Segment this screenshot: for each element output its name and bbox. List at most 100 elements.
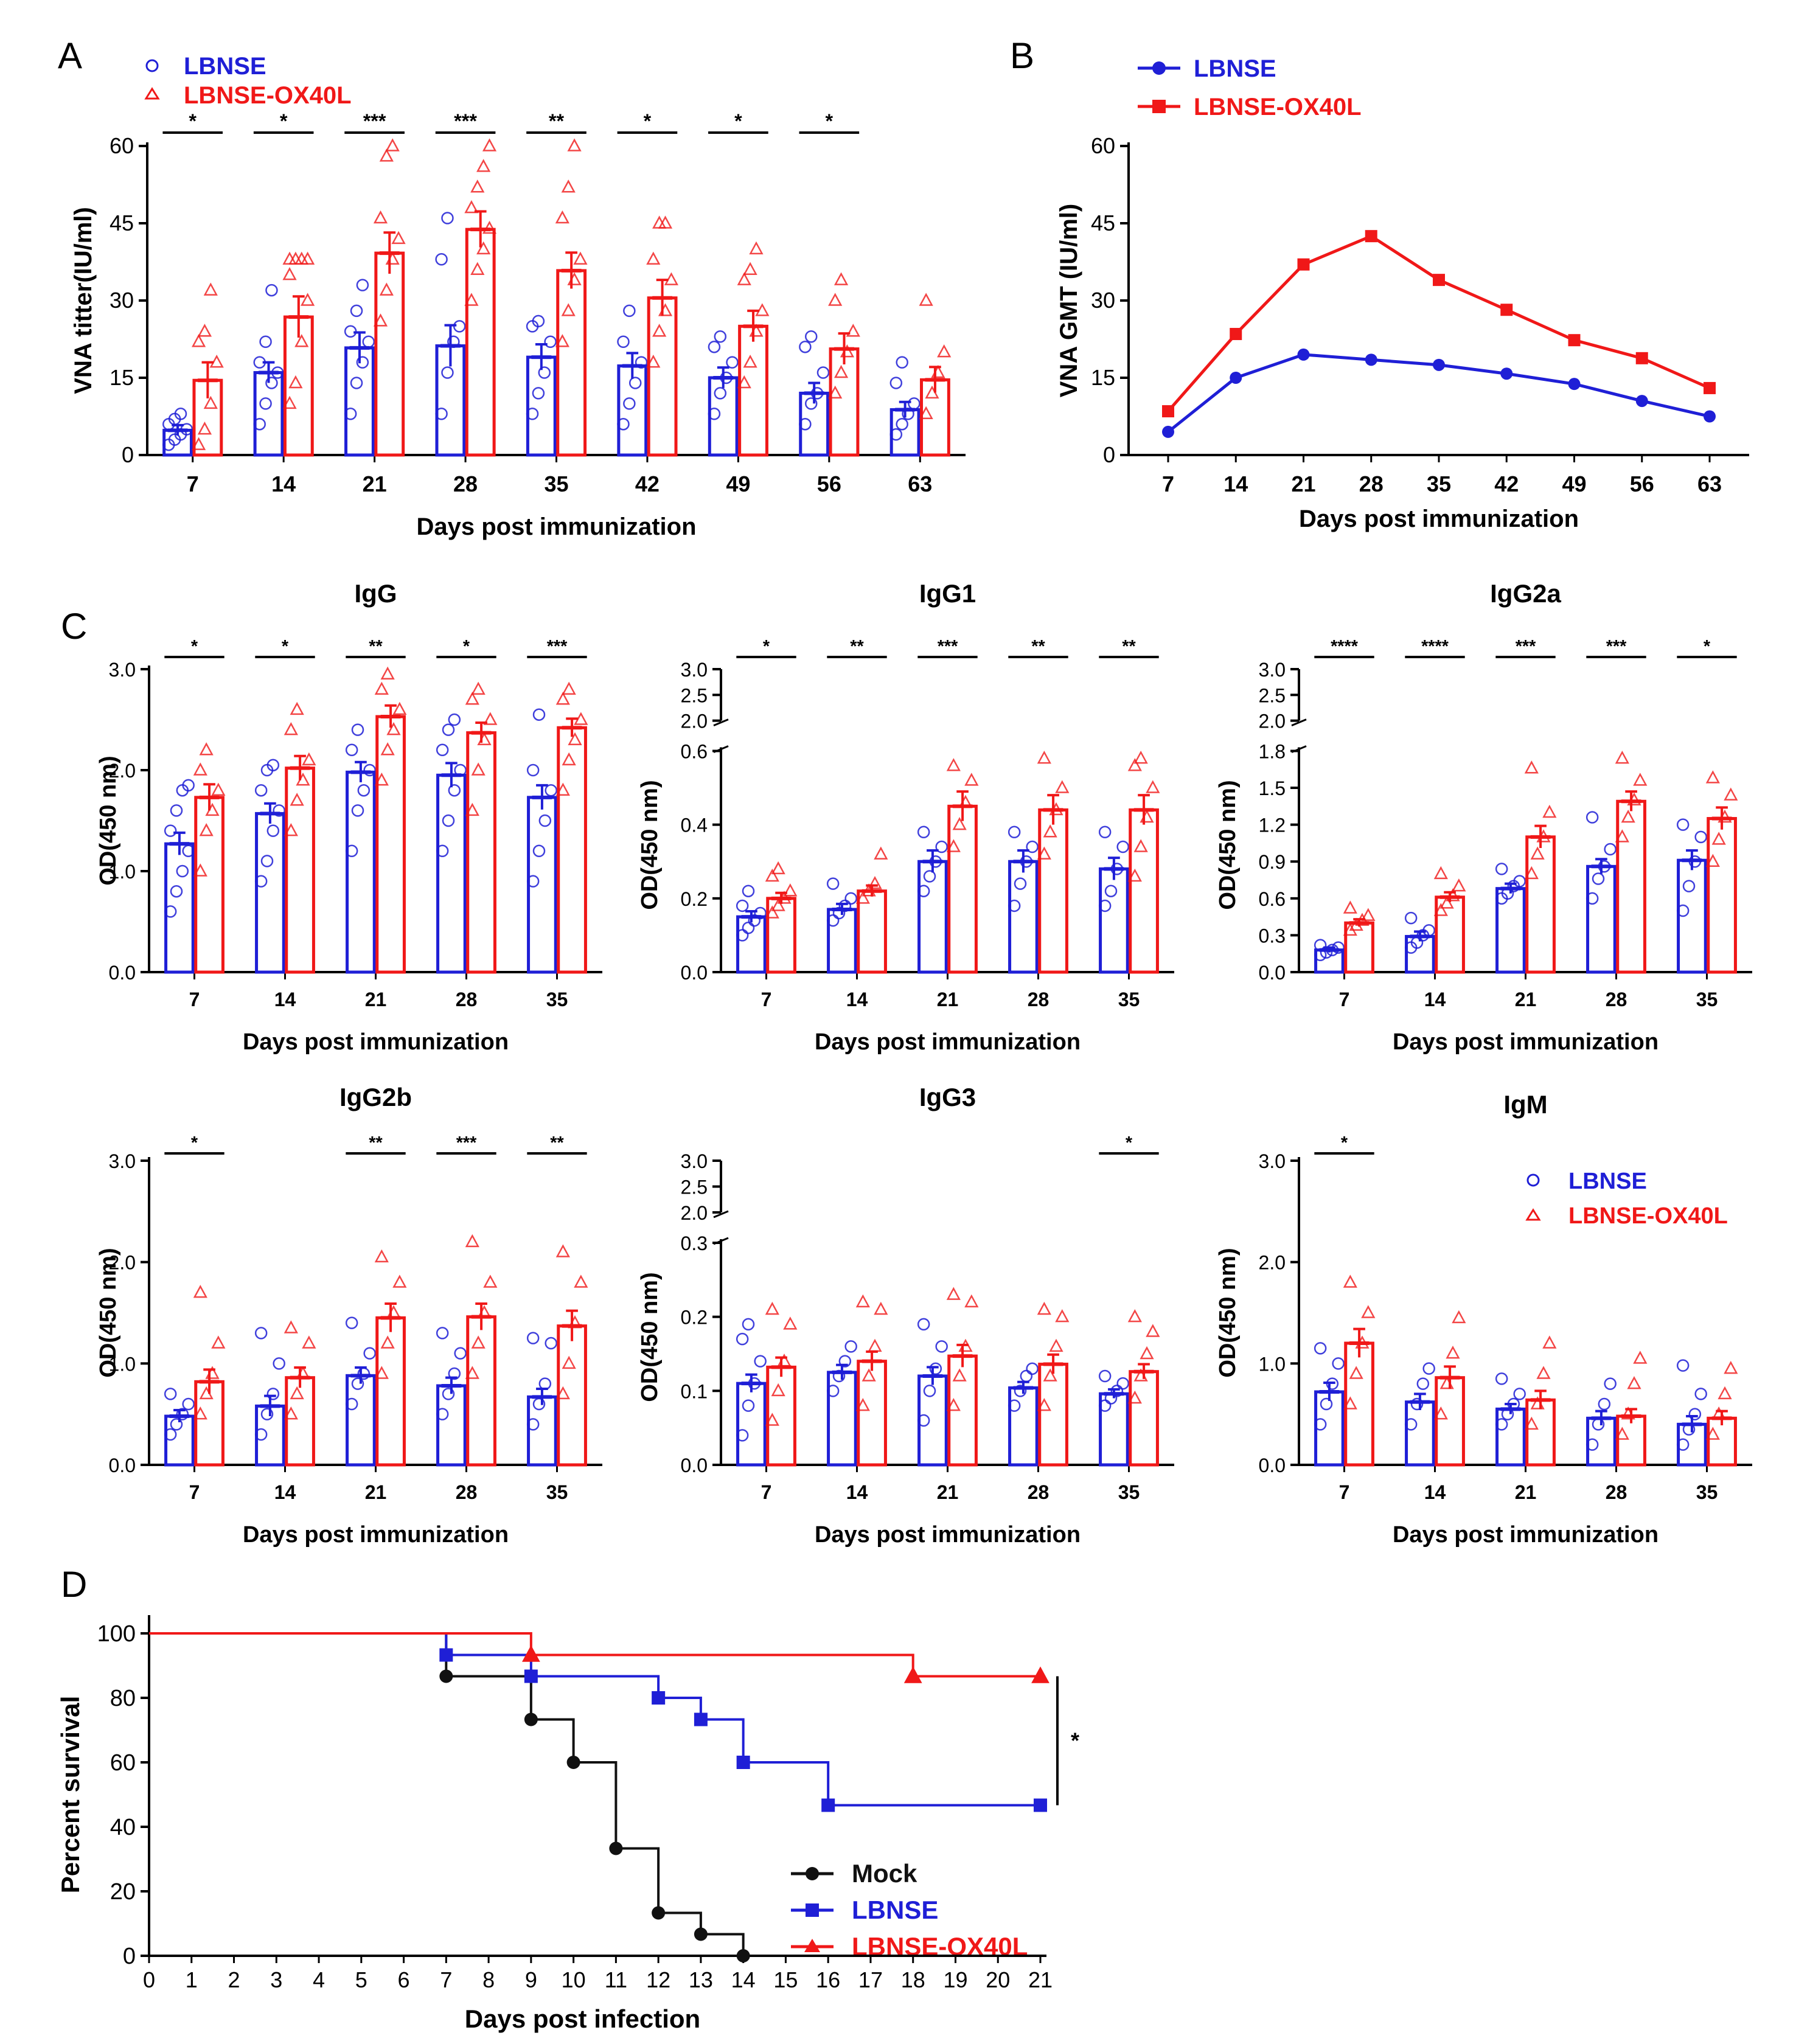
y-tick-label: 2.0 <box>109 760 136 782</box>
data-point-ox40l <box>1705 770 1720 784</box>
data-point-lbnse <box>1495 863 1508 875</box>
data-point-lbnse <box>532 387 545 400</box>
axis-break-mark <box>713 1210 729 1218</box>
y-tick-label-upper: 3.0 <box>681 1150 708 1172</box>
data-point-ox40l <box>562 1355 576 1369</box>
data-point-ox40l <box>765 868 779 882</box>
data-point-ox40l <box>574 712 588 725</box>
significance-label: ** <box>1122 637 1136 656</box>
data-point-ox40l <box>197 422 212 435</box>
data-point-lbnse <box>453 320 466 333</box>
x-tick-label: 28 <box>453 471 478 496</box>
x-tick-label: 49 <box>1562 471 1586 496</box>
legend-marker-ox40l <box>1152 100 1166 113</box>
x-tick-label: 35 <box>1696 989 1718 1010</box>
data-point-ox40l <box>1343 900 1357 914</box>
data-point-lbnse <box>754 906 767 920</box>
data-point-ox40l <box>301 293 315 306</box>
data-point-lbnse <box>742 885 755 897</box>
data-point-ox40l <box>958 794 973 808</box>
data-point-ox40l <box>290 701 304 715</box>
event-marker-lbnse <box>736 1756 750 1769</box>
data-point-lbnse <box>1598 1397 1611 1411</box>
chart-title: IgG3 <box>919 1083 976 1111</box>
x-tick-label: 21 <box>363 471 387 496</box>
chart-panel-a: 0 15 30 45 60 7 * 14 * 21 *** 28 *** 35 ** 42 * 49 * 56 * 63 V… <box>70 110 966 540</box>
data-point-lbnse <box>896 417 908 431</box>
data-point-ox40l <box>193 1406 207 1420</box>
data-point-lbnse <box>754 1355 767 1368</box>
data-point-ox40l <box>952 1368 967 1382</box>
survival-curve-mock <box>149 1632 745 1956</box>
y-axis-title: OD(450 nm) <box>1215 780 1241 909</box>
data-point-lbnse <box>345 743 358 757</box>
x-tick-label: 21 <box>1291 471 1315 496</box>
chart-title: IgG2b <box>339 1083 412 1111</box>
data-point-ox40l <box>193 863 207 877</box>
data-point-ox40l <box>946 1287 961 1300</box>
data-point-ox40l <box>465 802 479 816</box>
data-point-ox40l <box>1452 878 1466 892</box>
data-point-ox40l <box>1615 750 1629 764</box>
y-tick-label: 1.2 <box>1259 815 1286 836</box>
data-point-ox40l <box>1355 1335 1370 1349</box>
data-point-lbnse <box>1416 1377 1430 1390</box>
data-point-ox40l <box>1704 381 1716 394</box>
significance-label: * <box>191 637 198 656</box>
data-point-ox40l <box>652 324 667 337</box>
data-point-ox40l <box>1043 1368 1057 1382</box>
data-point-ox40l <box>755 303 770 316</box>
data-point-ox40l <box>374 681 389 695</box>
y-tick-label: 30 <box>110 288 134 313</box>
data-point-lbnse <box>1314 939 1327 951</box>
data-point-lbnse <box>1513 1388 1526 1400</box>
data-point-lbnse <box>532 844 546 858</box>
data-point-lbnse <box>1433 358 1445 371</box>
x-tick-label: 56 <box>1630 471 1654 496</box>
significance-label: *** <box>363 110 386 132</box>
data-point-ox40l <box>919 406 933 420</box>
data-point-lbnse <box>363 1347 376 1360</box>
data-point-ox40l <box>1433 274 1445 287</box>
data-point-ox40l <box>555 782 570 796</box>
data-point-lbnse <box>454 1347 467 1360</box>
x-axis-title: Days post immunization <box>815 1522 1081 1548</box>
data-point-lbnse <box>1320 1397 1333 1411</box>
y-tick-label: 0 <box>1103 442 1115 467</box>
data-point-ox40l <box>1724 787 1738 801</box>
panel-label-d: D <box>61 1564 87 1605</box>
data-point-lbnse <box>363 763 376 777</box>
data-point-ox40l <box>1633 773 1648 786</box>
significance-label: *** <box>938 637 958 656</box>
data-point-ox40l <box>952 817 967 830</box>
data-point-ox40l <box>380 666 395 680</box>
data-point-lbnse <box>1026 840 1039 853</box>
data-point-ox40l <box>282 267 297 280</box>
x-tick-label: 14 <box>1424 1481 1446 1503</box>
x-tick-label: 0 <box>143 1967 155 1992</box>
significance-label: * <box>1341 1133 1348 1153</box>
data-point-ox40l <box>1446 888 1460 902</box>
data-point-ox40l <box>302 1335 316 1349</box>
data-point-ox40l <box>1140 1346 1154 1360</box>
data-point-ox40l <box>664 272 679 285</box>
data-point-ox40l <box>1536 1366 1551 1379</box>
data-point-lbnse <box>1098 899 1112 912</box>
x-tick-label: 42 <box>635 471 660 496</box>
data-point-lbnse <box>345 844 358 858</box>
significance-label: **** <box>1421 637 1449 656</box>
data-point-ox40l <box>1724 1361 1738 1374</box>
x-axis-title: Days post immunization <box>243 1029 509 1055</box>
y-axis-title: VNA GMT (IU/ml) <box>1056 204 1082 398</box>
y-tick-label: 0.0 <box>109 962 136 984</box>
x-tick-label: 7 <box>761 989 772 1010</box>
x-tick-label: 4 <box>313 1967 325 1992</box>
x-tick-label: 28 <box>1606 1481 1627 1503</box>
data-point-ox40l <box>658 303 673 316</box>
data-point-lbnse <box>1500 367 1513 380</box>
data-point-lbnse <box>832 1369 846 1383</box>
data-point-lbnse <box>1104 885 1118 897</box>
x-tick-label: 11 <box>605 1967 627 1992</box>
event-marker-mock <box>524 1712 538 1726</box>
x-tick-label: 63 <box>1697 471 1722 496</box>
